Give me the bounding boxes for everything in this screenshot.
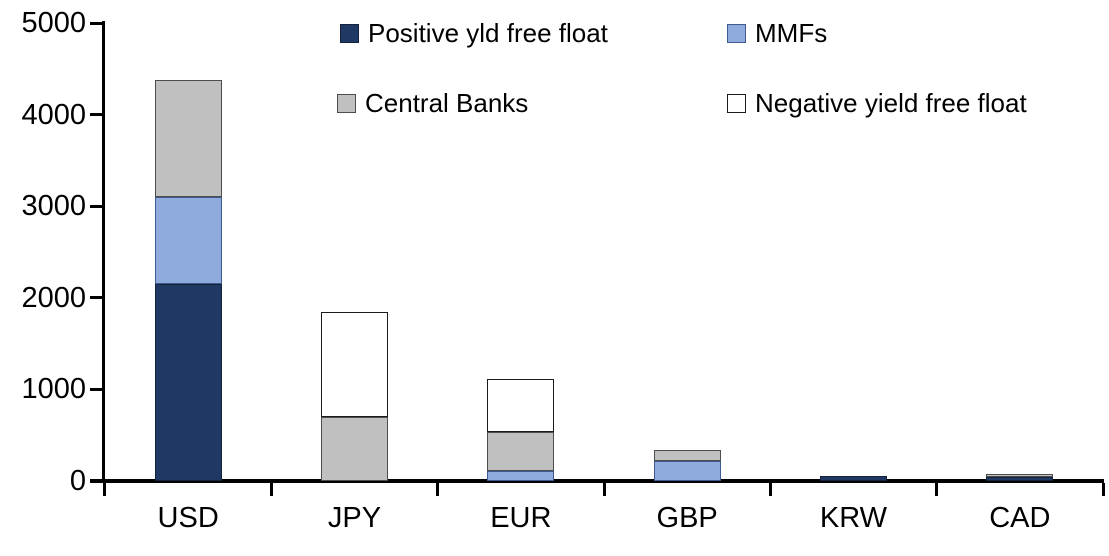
x-axis-tick bbox=[269, 483, 273, 496]
bar-segment-USD bbox=[154, 284, 222, 481]
x-category-label-USD: USD bbox=[157, 502, 219, 534]
legend-swatch-central-banks bbox=[337, 93, 356, 113]
legend-item-positive-yld-free-float: Positive yld free float bbox=[340, 18, 608, 48]
legend-item-negative-yield-free-float: Negative yield free float bbox=[727, 88, 1027, 118]
y-tick-label: 0 bbox=[69, 465, 86, 497]
y-axis-tick bbox=[90, 296, 102, 300]
y-tick-label: 1000 bbox=[21, 373, 86, 406]
legend-label: MMFs bbox=[755, 18, 828, 48]
x-category-label-EUR: EUR bbox=[490, 502, 552, 534]
bar-segment-EUR bbox=[487, 470, 555, 481]
x-axis-tick bbox=[103, 483, 106, 496]
x-axis-tick bbox=[436, 483, 440, 496]
x-category-label-KRW: KRW bbox=[819, 502, 888, 534]
y-tick-label: 3000 bbox=[21, 190, 86, 223]
x-axis-line bbox=[90, 479, 1104, 483]
legend-label: Central Banks bbox=[365, 88, 529, 118]
x-category-label-JPY: JPY bbox=[327, 502, 382, 534]
bar-segment-CAD bbox=[986, 477, 1054, 481]
y-axis-tick bbox=[90, 113, 102, 117]
bar-segment-JPY bbox=[321, 312, 388, 417]
y-axis-tick bbox=[90, 479, 102, 483]
bar-segment-USD bbox=[154, 79, 222, 198]
x-axis-tick bbox=[768, 483, 772, 496]
legend-label: Positive yld free float bbox=[368, 18, 608, 48]
legend-swatch-negative-yield-free-float bbox=[727, 93, 746, 113]
y-axis-line bbox=[102, 21, 105, 483]
bar-segment-KRW bbox=[820, 476, 887, 481]
y-tick-label: 2000 bbox=[21, 281, 86, 314]
bar-segment-EUR bbox=[487, 431, 555, 471]
y-axis-tick bbox=[90, 204, 102, 208]
y-tick-label: 4000 bbox=[21, 98, 86, 131]
legend-label: Negative yield free float bbox=[755, 88, 1027, 118]
legend-swatch-mmfs bbox=[727, 23, 746, 43]
bar-segment-EUR bbox=[487, 379, 555, 432]
x-category-label-CAD: CAD bbox=[989, 502, 1051, 534]
legend-item-mmfs: MMFs bbox=[727, 18, 827, 48]
x-axis-tick bbox=[1101, 483, 1105, 496]
y-axis-tick bbox=[90, 21, 102, 25]
bar-segment-GBP bbox=[653, 449, 721, 461]
bar-segment-CAD bbox=[986, 473, 1054, 478]
x-axis-tick bbox=[935, 483, 939, 496]
x-category-label-GBP: GBP bbox=[656, 502, 718, 534]
x-axis-tick bbox=[602, 483, 606, 496]
legend-swatch-positive-yld-free-float bbox=[340, 23, 359, 43]
bar-segment-GBP bbox=[653, 460, 721, 481]
legend-item-central-banks: Central Banks bbox=[337, 88, 528, 118]
bar-segment-USD bbox=[154, 197, 222, 285]
y-axis-tick bbox=[90, 387, 102, 391]
y-tick-label: 5000 bbox=[21, 7, 86, 39]
bar-segment-JPY bbox=[321, 416, 388, 481]
